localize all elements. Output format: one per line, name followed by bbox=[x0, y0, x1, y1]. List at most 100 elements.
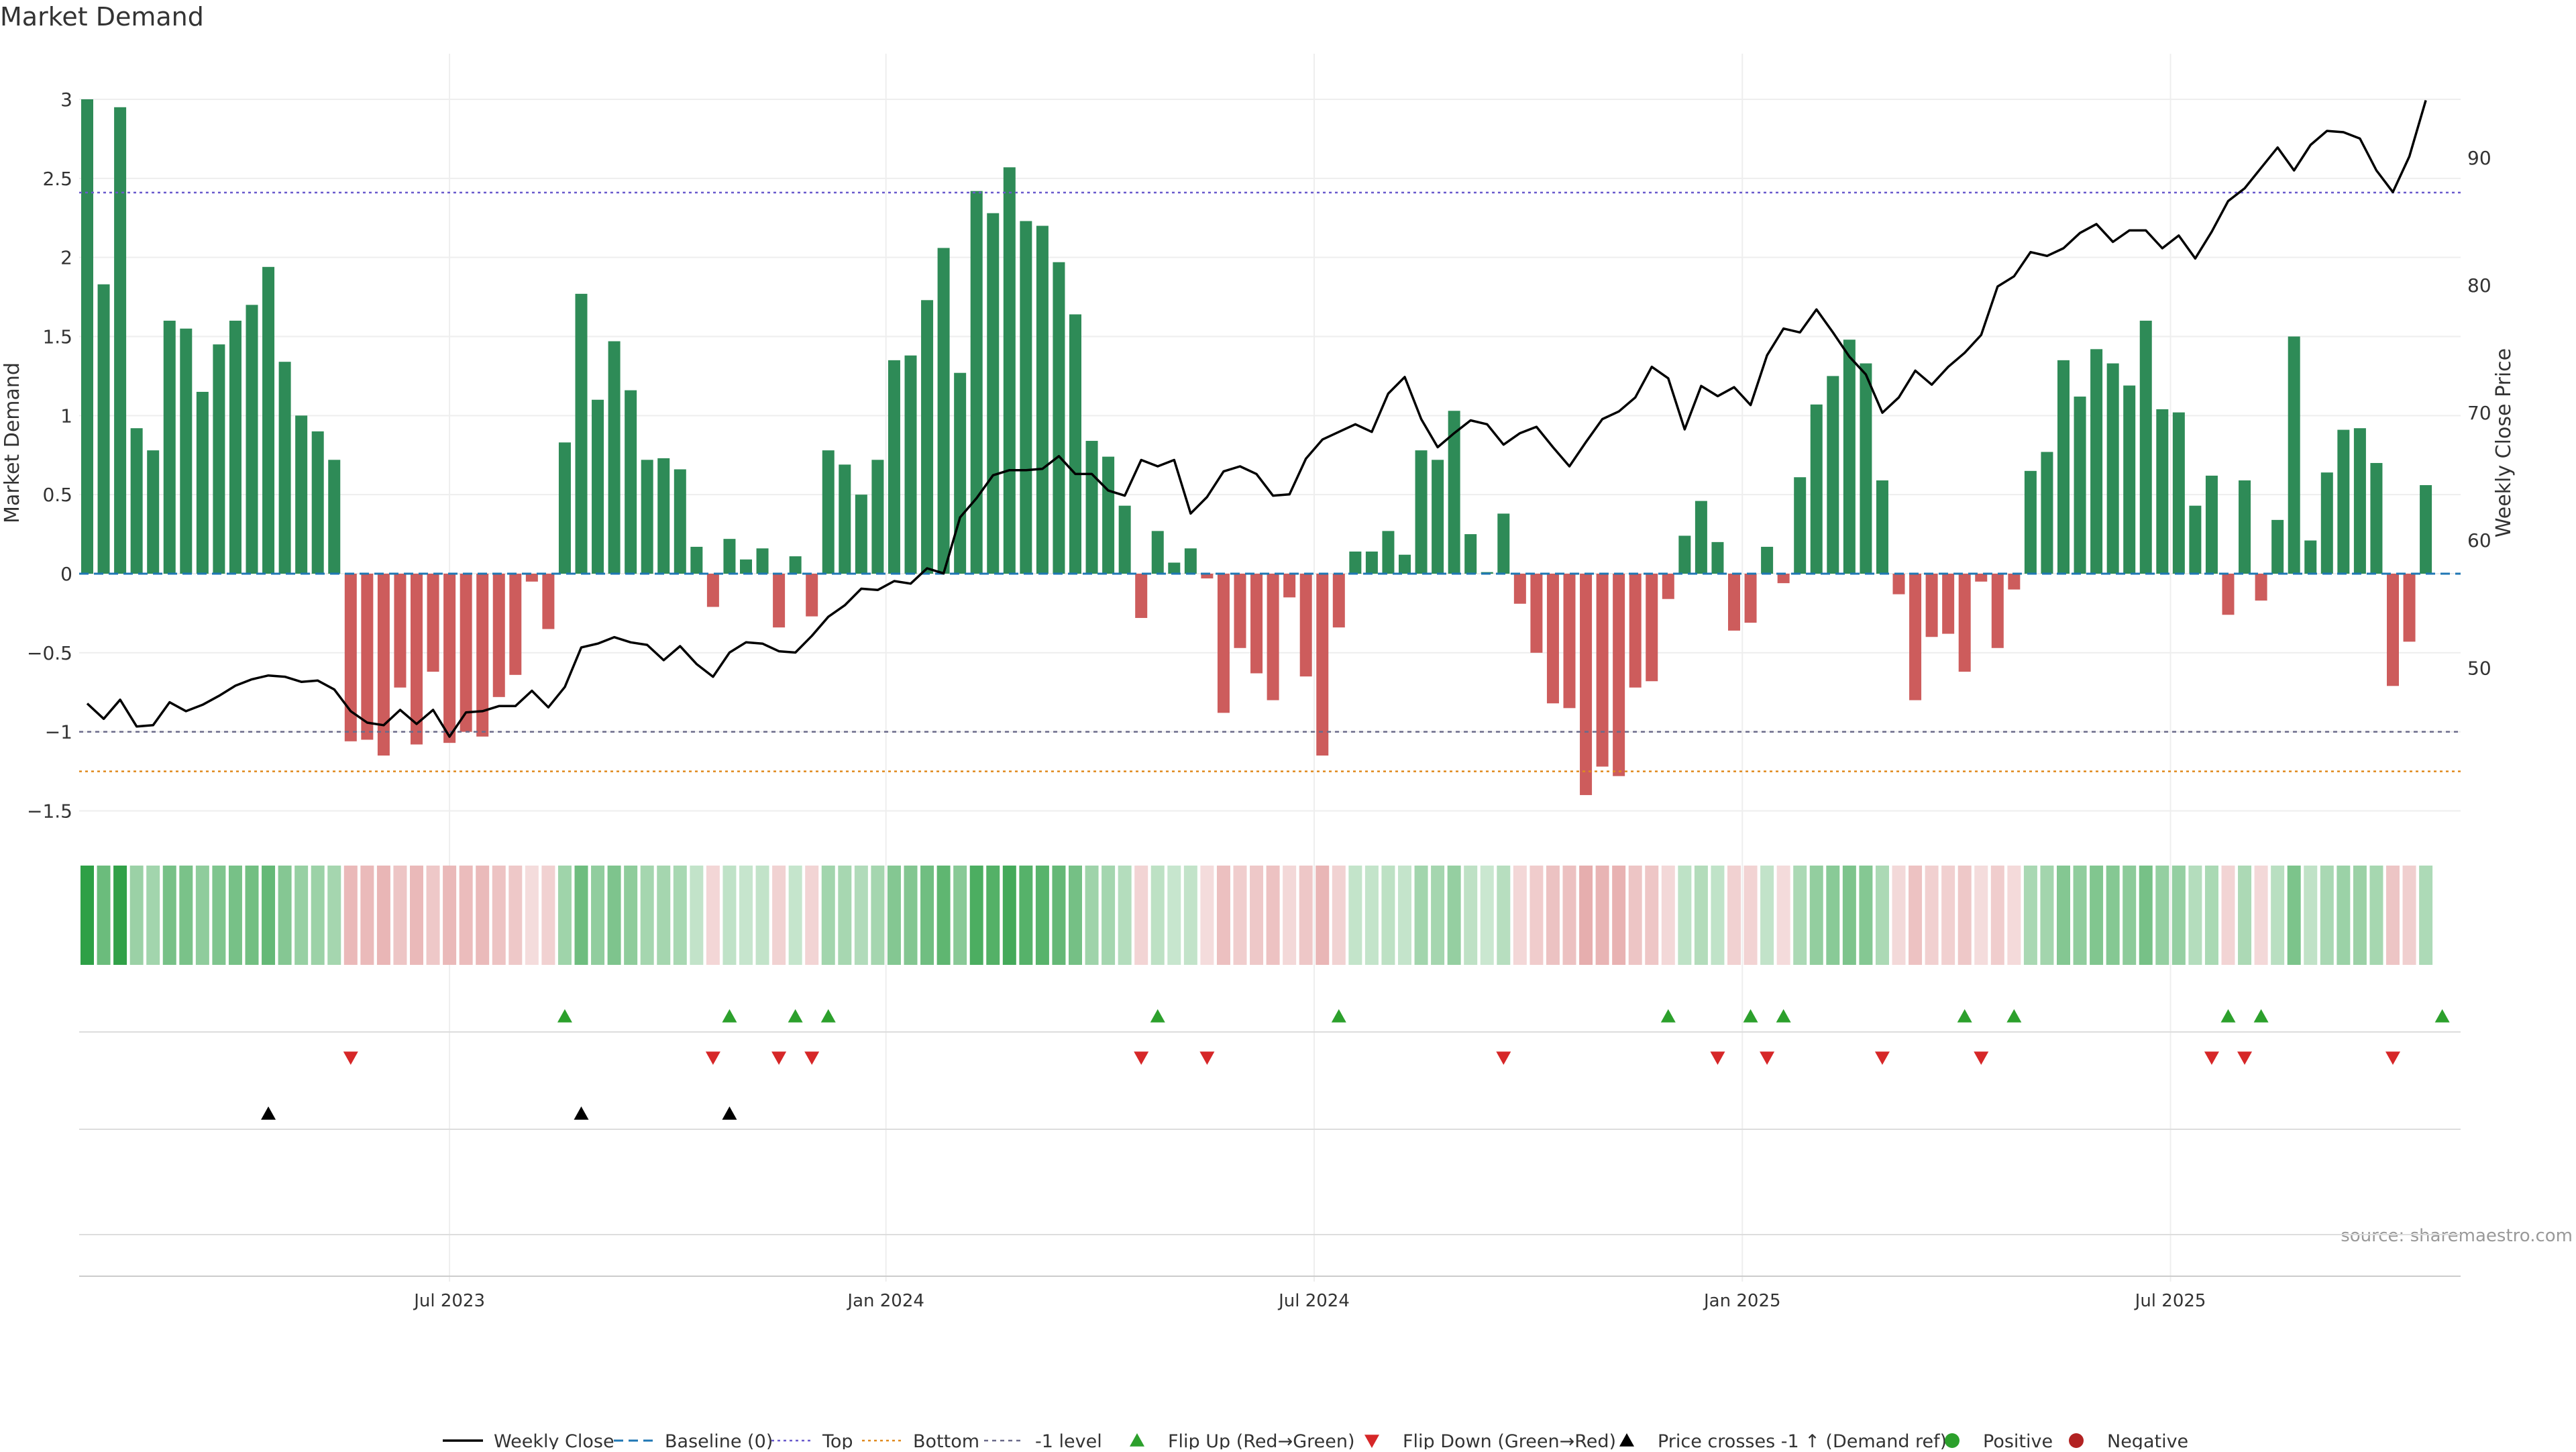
heat-cell-116 bbox=[1990, 866, 2004, 965]
y-axis-label-right: Weekly Close Price bbox=[2492, 348, 2516, 537]
heat-cell-3 bbox=[129, 866, 144, 965]
demand-bar-42 bbox=[773, 574, 786, 628]
heat-cell-79 bbox=[1381, 866, 1395, 965]
legend-label-positive: Positive bbox=[1983, 1431, 2053, 1449]
heat-cell-25 bbox=[492, 866, 506, 965]
heat-cell-86 bbox=[1497, 866, 1511, 965]
heat-cell-16 bbox=[343, 866, 358, 965]
demand-bar-136 bbox=[2320, 472, 2333, 574]
demand-bar-121 bbox=[2074, 397, 2086, 574]
demand-bar-38 bbox=[706, 574, 719, 607]
demand-bar-56 bbox=[1003, 167, 1016, 574]
demand-bar-27 bbox=[525, 574, 538, 582]
heat-cell-20 bbox=[410, 866, 423, 965]
demand-bar-6 bbox=[180, 328, 193, 574]
demand-bar-16 bbox=[344, 574, 357, 741]
demand-bar-22 bbox=[443, 574, 456, 743]
demand-bar-77 bbox=[1349, 552, 1362, 574]
legend-label-bottom: Bottom bbox=[913, 1431, 979, 1449]
heat-cell-29 bbox=[557, 866, 572, 965]
right-tick-label-4: 50 bbox=[2467, 657, 2491, 679]
heat-cell-70 bbox=[1233, 866, 1247, 965]
heat-cell-136 bbox=[2320, 866, 2334, 965]
demand-bar-64 bbox=[1135, 574, 1148, 618]
heat-cell-2 bbox=[113, 866, 127, 965]
right-tick-label-3: 60 bbox=[2467, 529, 2491, 552]
flip-down-marker-5 bbox=[1199, 1051, 1215, 1065]
legend-symbol-flip_up bbox=[1130, 1433, 1144, 1447]
heat-cell-19 bbox=[393, 866, 407, 965]
demand-bar-73 bbox=[1283, 574, 1296, 598]
heat-cell-92 bbox=[1595, 866, 1609, 965]
demand-bar-124 bbox=[2123, 385, 2136, 574]
heat-cell-78 bbox=[1364, 866, 1379, 965]
flip-up-marker-0 bbox=[557, 1009, 572, 1023]
heat-cell-42 bbox=[772, 866, 786, 965]
heat-cell-82 bbox=[1431, 866, 1445, 965]
legend-label-baseline: Baseline (0) bbox=[665, 1431, 773, 1449]
flip-down-marker-11 bbox=[2204, 1051, 2219, 1065]
demand-bar-137 bbox=[2337, 429, 2350, 574]
demand-bar-50 bbox=[904, 355, 917, 574]
flip-up-marker-2 bbox=[788, 1009, 803, 1023]
heat-cell-131 bbox=[2238, 866, 2252, 965]
heat-cell-94 bbox=[1628, 866, 1642, 965]
flip-up-marker-12 bbox=[2253, 1009, 2269, 1023]
demand-bar-44 bbox=[806, 574, 818, 617]
heat-cell-68 bbox=[1200, 866, 1214, 965]
heat-cell-36 bbox=[673, 866, 687, 965]
flip-up-marker-8 bbox=[1776, 1009, 1791, 1023]
heat-cell-77 bbox=[1348, 866, 1362, 965]
demand-bar-9 bbox=[229, 320, 241, 574]
left-tick-label-8: −1 bbox=[45, 721, 72, 743]
heat-cell-122 bbox=[2090, 866, 2104, 965]
heat-cell-81 bbox=[1414, 866, 1428, 965]
demand-bar-4 bbox=[147, 450, 160, 574]
heat-cell-32 bbox=[607, 866, 621, 965]
demand-bar-26 bbox=[509, 574, 522, 675]
demand-bar-66 bbox=[1168, 562, 1181, 574]
x-tick-label-4: Jul 2025 bbox=[2134, 1291, 2206, 1311]
heat-cell-26 bbox=[508, 866, 523, 965]
heat-cell-43 bbox=[788, 866, 802, 965]
heat-cell-137 bbox=[2337, 866, 2351, 965]
demand-bar-131 bbox=[2239, 480, 2251, 574]
price-cross-marker-0 bbox=[261, 1106, 276, 1120]
demand-bar-52 bbox=[937, 248, 950, 574]
demand-bar-135 bbox=[2304, 540, 2317, 574]
heat-cell-57 bbox=[1019, 866, 1033, 965]
flip-down-marker-0 bbox=[343, 1051, 358, 1065]
heat-cell-139 bbox=[2369, 866, 2383, 965]
demand-bar-62 bbox=[1102, 456, 1115, 574]
left-tick-label-9: −1.5 bbox=[27, 800, 72, 823]
demand-bar-40 bbox=[740, 559, 752, 574]
heat-cell-93 bbox=[1612, 866, 1626, 965]
demand-bar-72 bbox=[1267, 574, 1279, 701]
heat-cell-118 bbox=[2023, 866, 2037, 965]
demand-bar-49 bbox=[888, 360, 900, 574]
demand-bar-11 bbox=[262, 266, 275, 574]
heat-cell-132 bbox=[2254, 866, 2268, 965]
demand-bar-47 bbox=[855, 495, 867, 574]
heat-cell-59 bbox=[1052, 866, 1066, 965]
heat-cell-45 bbox=[821, 866, 835, 965]
heat-cell-27 bbox=[525, 866, 539, 965]
demand-bar-7 bbox=[196, 391, 209, 574]
left-tick-label-4: 1 bbox=[60, 405, 72, 427]
demand-bar-99 bbox=[1711, 541, 1724, 574]
demand-bar-55 bbox=[987, 213, 1000, 574]
legend-label-negative: Negative bbox=[2107, 1431, 2188, 1449]
flip-down-marker-1 bbox=[705, 1051, 720, 1065]
heat-cell-90 bbox=[1562, 866, 1576, 965]
heat-cell-6 bbox=[179, 866, 193, 965]
heat-cell-106 bbox=[1826, 866, 1840, 965]
heat-cell-21 bbox=[426, 866, 440, 965]
heat-cell-55 bbox=[986, 866, 1000, 965]
demand-bar-57 bbox=[1020, 221, 1032, 574]
demand-bar-65 bbox=[1151, 531, 1164, 574]
heat-cell-114 bbox=[1957, 866, 1972, 965]
heat-cell-12 bbox=[278, 866, 292, 965]
flip-down-marker-13 bbox=[2385, 1051, 2400, 1065]
heat-cell-96 bbox=[1661, 866, 1675, 965]
demand-bar-128 bbox=[2189, 505, 2202, 574]
